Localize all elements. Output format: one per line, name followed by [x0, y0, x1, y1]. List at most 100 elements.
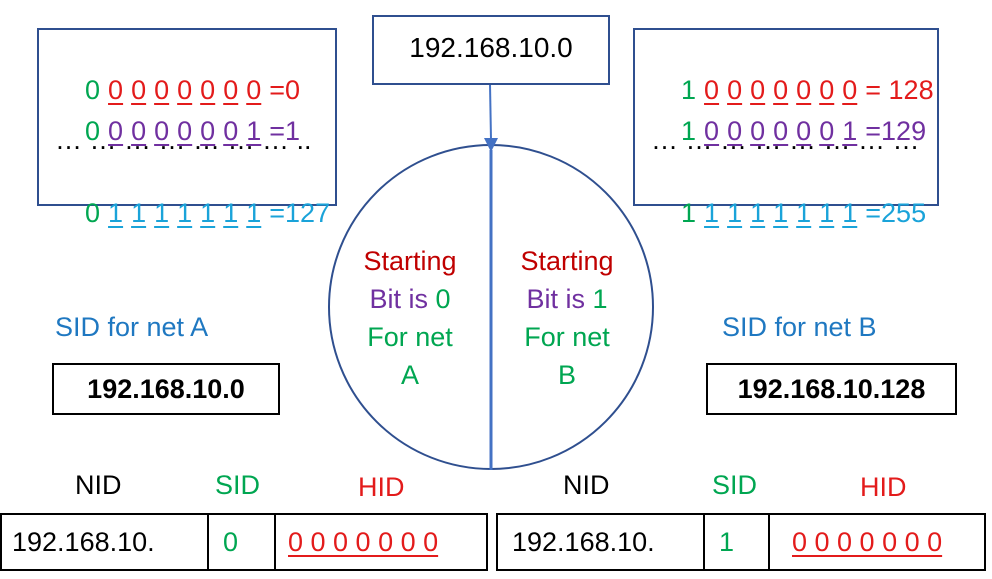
bit: 1	[796, 198, 812, 228]
for-net-label: For net	[524, 322, 610, 352]
address-table-b: 192.168.10. 1 0 0 0 0 0 0 0	[496, 513, 986, 571]
bit-is-line: Bit is 0	[335, 280, 485, 318]
bit: 0	[796, 116, 812, 146]
sid-net-a-box: 192.168.10.0	[52, 363, 280, 415]
bit: 0	[750, 75, 766, 105]
sid-cell: 1	[703, 515, 768, 569]
bit: 0	[177, 116, 193, 146]
bit: 0	[200, 116, 216, 146]
sid-cell: 0	[207, 515, 274, 569]
bit: 0	[108, 75, 124, 105]
bit: 1	[154, 198, 170, 228]
nid-label-a: NID	[75, 470, 122, 500]
bits-row: 0 0 0 0 0 0 0 1 =1	[55, 83, 300, 179]
bits-row: 0 1 1 1 1 1 1 1 =127	[55, 165, 330, 261]
sid-net-b-box: 192.168.10.128	[706, 363, 957, 415]
net-name: A	[400, 360, 419, 390]
bit: 0	[727, 116, 743, 146]
bit: 1	[681, 75, 697, 105]
starting-label: Starting	[520, 246, 614, 276]
bit: 1	[704, 198, 720, 228]
bit: 1	[131, 198, 147, 228]
nid-label-b: NID	[563, 470, 610, 500]
bit: 0	[246, 75, 262, 105]
nid-cell: 192.168.10.	[12, 526, 155, 557]
bits-result: =0	[269, 75, 301, 105]
net-b-bits-box: 1 0 0 0 0 0 0 0 = 128 1 0 0 0 0 0 0 1 =129 … … … … … … ……	[633, 28, 939, 228]
bit: 0	[154, 75, 170, 105]
arrow-head-icon	[484, 138, 498, 152]
bit: 1	[223, 198, 239, 228]
bit: 0	[704, 116, 720, 146]
net-b-start-bit-text: Starting Bit is 1 For net B	[492, 242, 642, 394]
sid-label-b: SID	[712, 470, 758, 500]
connector-arrow-line	[489, 83, 492, 141]
hid-cell: 0 0 0 0 0 0 0	[274, 515, 486, 569]
bit: 0	[727, 75, 743, 105]
bit: 1	[108, 198, 124, 228]
bit: 0	[154, 116, 170, 146]
bit: 0	[108, 116, 124, 146]
bit: 0	[223, 75, 239, 105]
bit: 1	[177, 198, 193, 228]
top-ip-text: 192.168.10.0	[409, 32, 573, 63]
bit: 0	[819, 116, 835, 146]
bit: 1	[842, 198, 858, 228]
bit: 0	[704, 75, 720, 105]
bits-row: 1 0 0 0 0 0 0 1 =129	[651, 83, 926, 179]
hid-label-a: HID	[358, 472, 405, 502]
top-ip-box: 192.168.10.0	[372, 15, 610, 85]
bit: 1	[773, 198, 789, 228]
bit-is-line: Bit is 1	[492, 280, 642, 318]
bit: 1	[246, 198, 262, 228]
starting-label: Starting	[363, 246, 457, 276]
bit: 1	[246, 116, 262, 146]
bit: 1	[750, 198, 766, 228]
bit: 0	[773, 116, 789, 146]
bits-result: =1	[269, 116, 301, 146]
bit: 1	[819, 198, 835, 228]
bit: 0	[223, 116, 239, 146]
net-a-bits-box: 0 0 0 0 0 0 0 0 =0 0 0 0 0 0 0 0 1 =1 … … … … … … … .. 0…	[37, 28, 337, 228]
bit: 0	[796, 75, 812, 105]
bits-result: =127	[269, 198, 331, 228]
for-net-label: For net	[367, 322, 453, 352]
bits-result: =129	[865, 116, 927, 146]
bit-value: 0	[435, 284, 451, 314]
net-a-start-bit-text: Starting Bit is 0 For net A	[335, 242, 485, 394]
nid-cell: 192.168.10.	[512, 526, 655, 557]
bit: 0	[85, 198, 101, 228]
sid-label-a: SID	[215, 470, 261, 500]
bits-result: =255	[865, 198, 927, 228]
net-name: B	[557, 360, 576, 390]
bit: 0	[200, 75, 216, 105]
hid-cell: 0 0 0 0 0 0 0	[768, 515, 984, 569]
bit: 0	[773, 75, 789, 105]
bit: 0	[842, 75, 858, 105]
sid-net-a-label: SID for net A	[55, 312, 209, 342]
sid-net-b-value: 192.168.10.128	[737, 374, 926, 404]
bit: 0	[85, 75, 101, 105]
bit: 1	[727, 198, 743, 228]
bit: 0	[177, 75, 193, 105]
bit: 0	[750, 116, 766, 146]
bit: 1	[200, 198, 216, 228]
bits-row: 1 0 0 0 0 0 0 0 = 128	[651, 42, 934, 138]
bit: 0	[819, 75, 835, 105]
bit: 1	[681, 198, 697, 228]
bit-is-label: Bit is	[526, 284, 593, 314]
address-table-a: 192.168.10. 0 0 0 0 0 0 0 0	[0, 513, 488, 571]
bit-is-label: Bit is	[369, 284, 436, 314]
ellipsis-row: … … … … … … … …	[651, 125, 920, 155]
bits-row: 1 1 1 1 1 1 1 1 =255	[651, 165, 926, 261]
bit: 1	[842, 116, 858, 146]
bits-result: = 128	[865, 75, 934, 105]
bit: 0	[131, 75, 147, 105]
ellipsis-row: … … … … … … … ..	[55, 125, 312, 155]
bit: 0	[85, 116, 101, 146]
sid-net-b-label: SID for net B	[722, 312, 877, 342]
sid-net-a-value: 192.168.10.0	[87, 374, 245, 404]
hid-label-b: HID	[860, 472, 907, 502]
bit: 1	[681, 116, 697, 146]
